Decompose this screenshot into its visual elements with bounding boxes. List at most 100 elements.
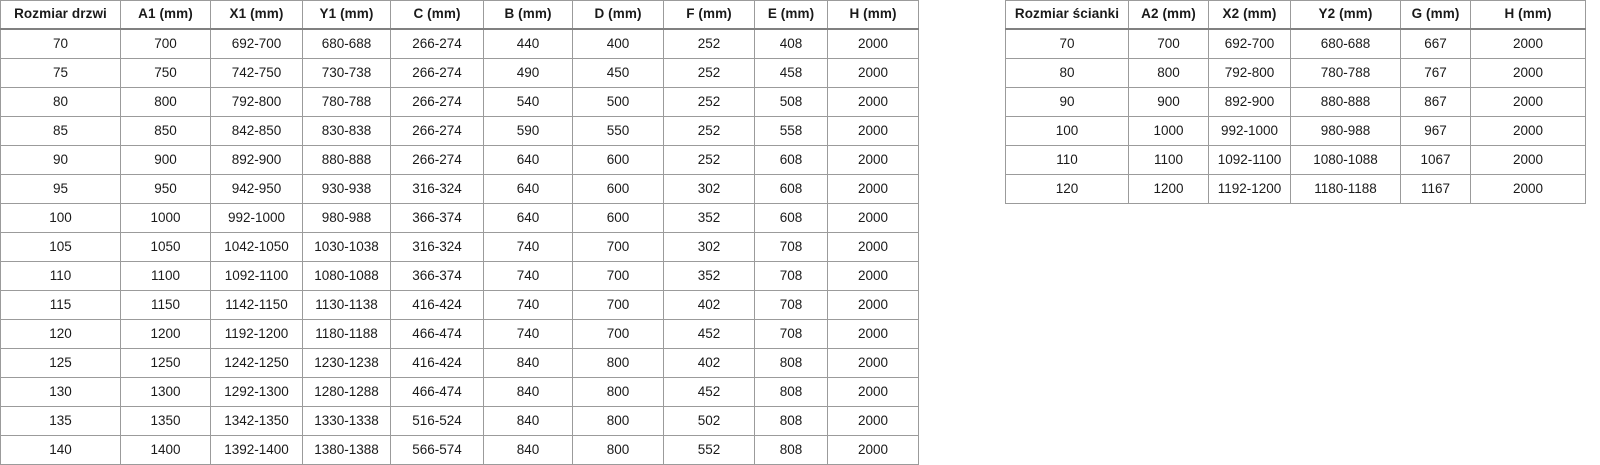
door-cell-r7-c5: 740 — [483, 232, 573, 262]
table-row: 80 800 792-800 780-788 767 2000 — [1005, 58, 1586, 88]
wall-cell-r3-c2: 992-1000 — [1208, 116, 1291, 146]
table-row: 75 750 742-750 730-738 266-274 490 450 252 458 20… — [0, 58, 919, 88]
door-cell-r5-c2: 942-950 — [210, 174, 303, 204]
door-cell-r5-c7: 302 — [663, 174, 755, 204]
wall-cell-r3-c3: 980-988 — [1290, 116, 1401, 146]
wall-cell-r4-c0: 110 — [1005, 145, 1129, 175]
wall-col-header-h: H (mm) — [1470, 0, 1586, 30]
door-cell-r10-c0: 120 — [0, 319, 121, 349]
door-cell-r8-c2: 1092-1100 — [210, 261, 303, 291]
door-cell-r9-c6: 700 — [572, 290, 664, 320]
door-cell-r9-c0: 115 — [0, 290, 121, 320]
door-cell-r14-c9: 2000 — [827, 435, 919, 465]
table-row: 120 1200 1192-1200 1180-1188 1167 2000 — [1005, 174, 1586, 204]
door-cell-r7-c9: 2000 — [827, 232, 919, 262]
door-cell-r4-c3: 880-888 — [302, 145, 391, 175]
door-cell-r3-c7: 252 — [663, 116, 755, 146]
door-cell-r6-c5: 640 — [483, 203, 573, 233]
table-row: 130 1300 1292-1300 1280-1288 466-474 840 800 45… — [0, 377, 919, 407]
door-col-header-y1: Y1 (mm) — [302, 0, 391, 30]
door-cell-r6-c2: 992-1000 — [210, 203, 303, 233]
door-cell-r5-c3: 930-938 — [302, 174, 391, 204]
door-cell-r11-c7: 402 — [663, 348, 755, 378]
door-cell-r1-c6: 450 — [572, 58, 664, 88]
door-cell-r6-c3: 980-988 — [302, 203, 391, 233]
wall-cell-r5-c5: 2000 — [1470, 174, 1586, 204]
door-cell-r5-c6: 600 — [572, 174, 664, 204]
door-cell-r13-c4: 516-524 — [390, 406, 484, 436]
door-cell-r13-c5: 840 — [483, 406, 573, 436]
wall-cell-r5-c0: 120 — [1005, 174, 1129, 204]
wall-table-header-row: Rozmiar ścianki A2 (mm) X2 (mm) Y2 (mm) … — [1005, 0, 1586, 30]
door-table-header-row: Rozmiar drzwi A1 (mm) X1 (mm) Y1 (mm) C … — [0, 0, 919, 30]
door-cell-r1-c1: 750 — [120, 58, 211, 88]
table-row: 100 1000 992-1000 980-988 366-374 640 600 352 60… — [0, 203, 919, 233]
door-cell-r2-c0: 80 — [0, 87, 121, 117]
door-cell-r8-c0: 110 — [0, 261, 121, 291]
door-cell-r0-c0: 70 — [0, 28, 121, 59]
door-cell-r2-c8: 508 — [754, 87, 828, 117]
door-cell-r10-c7: 452 — [663, 319, 755, 349]
wall-col-header-y2: Y2 (mm) — [1290, 0, 1401, 30]
door-cell-r1-c0: 75 — [0, 58, 121, 88]
wall-cell-r3-c1: 1000 — [1128, 116, 1209, 146]
table-row: 125 1250 1242-1250 1230-1238 416-424 840 800 40… — [0, 348, 919, 378]
door-cell-r14-c4: 566-574 — [390, 435, 484, 465]
wall-cell-r1-c5: 2000 — [1470, 58, 1586, 88]
door-cell-r1-c5: 490 — [483, 58, 573, 88]
wall-table-head: Rozmiar ścianki A2 (mm) X2 (mm) Y2 (mm) … — [1005, 0, 1586, 30]
table-row: 90 900 892-900 880-888 266-274 640 600 252 608 20… — [0, 145, 919, 175]
door-cell-r12-c4: 466-474 — [390, 377, 484, 407]
door-cell-r9-c4: 416-424 — [390, 290, 484, 320]
door-cell-r11-c5: 840 — [483, 348, 573, 378]
wall-cell-r5-c4: 1167 — [1400, 174, 1471, 204]
wall-table-body: 70 700 692-700 680-688 667 2000 80 800 792-800 78… — [1005, 28, 1586, 204]
wall-cell-r0-c0: 70 — [1005, 28, 1129, 59]
door-cell-r0-c4: 266-274 — [390, 28, 484, 59]
door-cell-r0-c5: 440 — [483, 28, 573, 59]
door-cell-r14-c8: 808 — [754, 435, 828, 465]
door-cell-r10-c8: 708 — [754, 319, 828, 349]
door-cell-r6-c0: 100 — [0, 203, 121, 233]
door-cell-r14-c7: 552 — [663, 435, 755, 465]
wall-cell-r5-c3: 1180-1188 — [1290, 174, 1401, 204]
door-cell-r13-c3: 1330-1338 — [302, 406, 391, 436]
door-cell-r0-c7: 252 — [663, 28, 755, 59]
door-cell-r8-c4: 366-374 — [390, 261, 484, 291]
door-col-header-h: H (mm) — [827, 0, 919, 30]
door-cell-r4-c0: 90 — [0, 145, 121, 175]
door-cell-r2-c5: 540 — [483, 87, 573, 117]
wall-cell-r1-c1: 800 — [1128, 58, 1209, 88]
door-cell-r2-c7: 252 — [663, 87, 755, 117]
door-cell-r2-c2: 792-800 — [210, 87, 303, 117]
table-row: 80 800 792-800 780-788 266-274 540 500 252 508 20… — [0, 87, 919, 117]
wall-cell-r0-c3: 680-688 — [1290, 28, 1401, 59]
door-cell-r8-c3: 1080-1088 — [302, 261, 391, 291]
door-cell-r3-c3: 830-838 — [302, 116, 391, 146]
door-cell-r14-c0: 140 — [0, 435, 121, 465]
door-col-header-c: C (mm) — [390, 0, 484, 30]
door-table-head: Rozmiar drzwi A1 (mm) X1 (mm) Y1 (mm) C … — [0, 0, 919, 30]
door-cell-r3-c5: 590 — [483, 116, 573, 146]
door-cell-r8-c6: 700 — [572, 261, 664, 291]
door-cell-r1-c9: 2000 — [827, 58, 919, 88]
door-cell-r8-c7: 352 — [663, 261, 755, 291]
door-cell-r10-c6: 700 — [572, 319, 664, 349]
door-cell-r1-c3: 730-738 — [302, 58, 391, 88]
door-cell-r0-c1: 700 — [120, 28, 211, 59]
wall-cell-r2-c2: 892-900 — [1208, 87, 1291, 117]
wall-col-header-rozmiar-scianki: Rozmiar ścianki — [1005, 0, 1129, 30]
wall-cell-r1-c0: 80 — [1005, 58, 1129, 88]
door-cell-r11-c8: 808 — [754, 348, 828, 378]
door-cell-r11-c9: 2000 — [827, 348, 919, 378]
door-cell-r7-c8: 708 — [754, 232, 828, 262]
door-cell-r5-c0: 95 — [0, 174, 121, 204]
wall-cell-r2-c3: 880-888 — [1290, 87, 1401, 117]
door-cell-r3-c0: 85 — [0, 116, 121, 146]
door-cell-r9-c2: 1142-1150 — [210, 290, 303, 320]
door-table-body: 70 700 692-700 680-688 266-274 440 400 252 408 20… — [0, 28, 919, 465]
door-cell-r14-c1: 1400 — [120, 435, 211, 465]
door-cell-r11-c0: 125 — [0, 348, 121, 378]
wall-cell-r2-c1: 900 — [1128, 87, 1209, 117]
table-row: 70 700 692-700 680-688 266-274 440 400 252 408 20… — [0, 28, 919, 59]
